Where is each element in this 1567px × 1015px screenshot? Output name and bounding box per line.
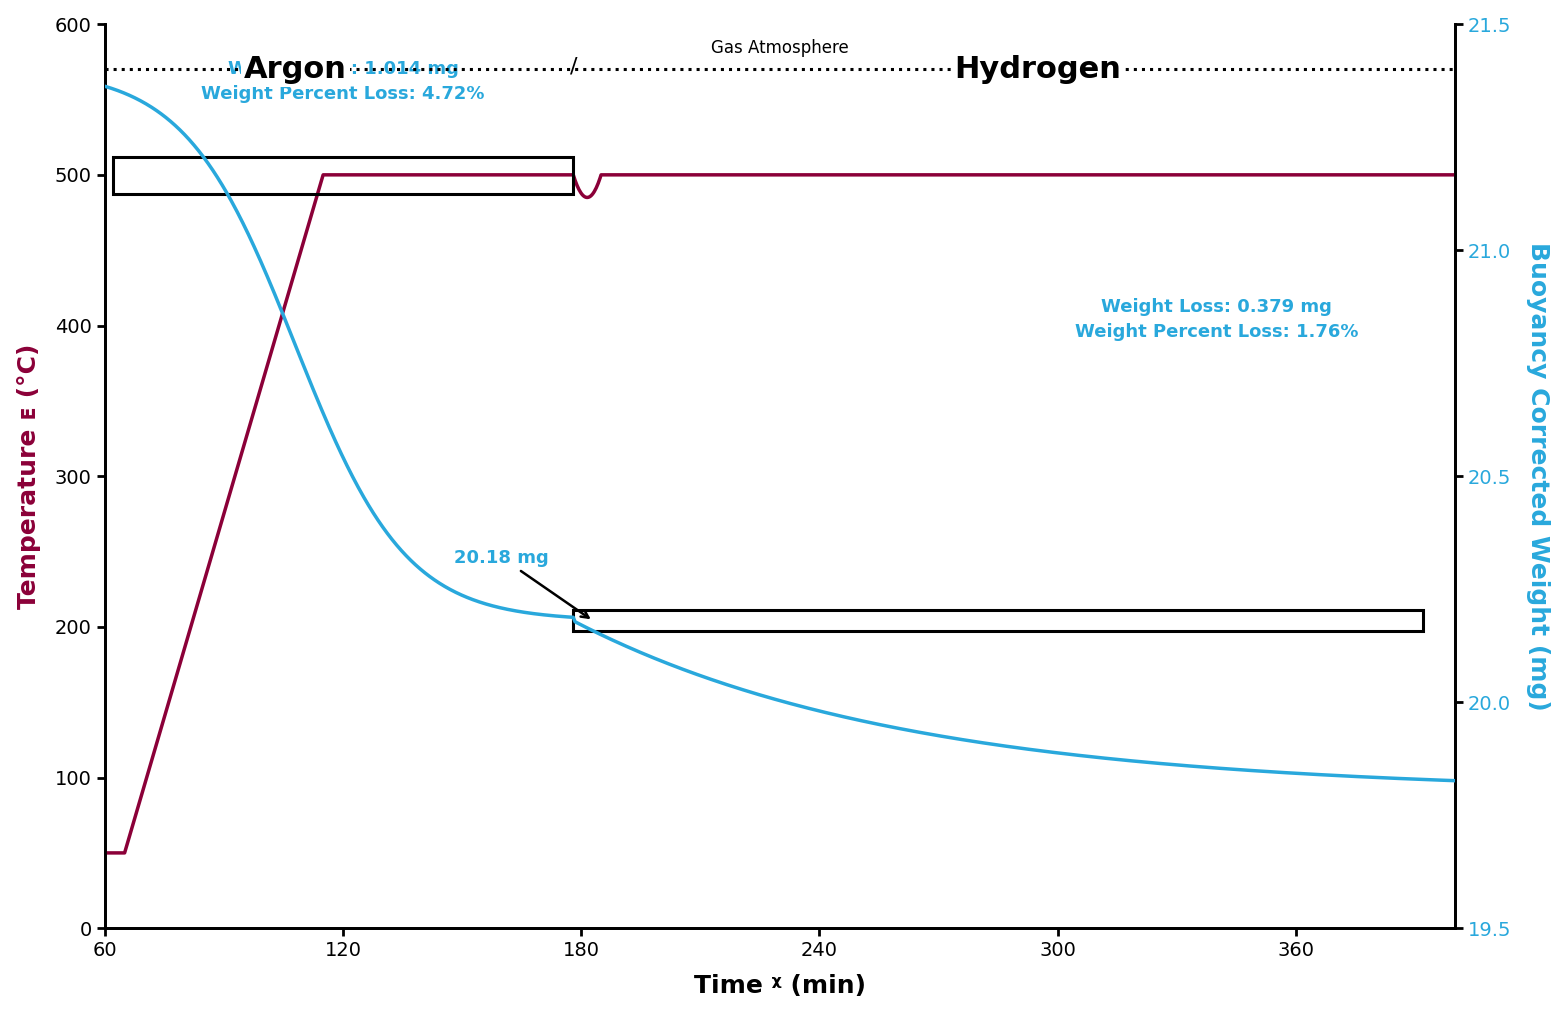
Y-axis label: Temperature ᴇ (°C): Temperature ᴇ (°C) [17, 343, 41, 609]
Text: 20.18 mg: 20.18 mg [454, 549, 589, 618]
Text: Weight Loss: 0.379 mg
Weight Percent Loss: 1.76%: Weight Loss: 0.379 mg Weight Percent Los… [1075, 297, 1359, 341]
Text: Argon: Argon [244, 55, 346, 84]
Bar [113, 156, 574, 195]
Y-axis label: Buoyancy Corrected Weight (mg): Buoyancy Corrected Weight (mg) [1526, 242, 1550, 710]
Text: /: / [569, 57, 577, 76]
Bar [574, 610, 1423, 631]
Text: Weight Loss: 1.014 mg
Weight Percent Loss: 4.72%: Weight Loss: 1.014 mg Weight Percent Los… [201, 60, 484, 103]
Text: Hydrogen: Hydrogen [954, 55, 1122, 84]
X-axis label: Time ᵡ (min): Time ᵡ (min) [694, 974, 865, 999]
Text: Gas Atmosphere: Gas Atmosphere [711, 40, 849, 57]
